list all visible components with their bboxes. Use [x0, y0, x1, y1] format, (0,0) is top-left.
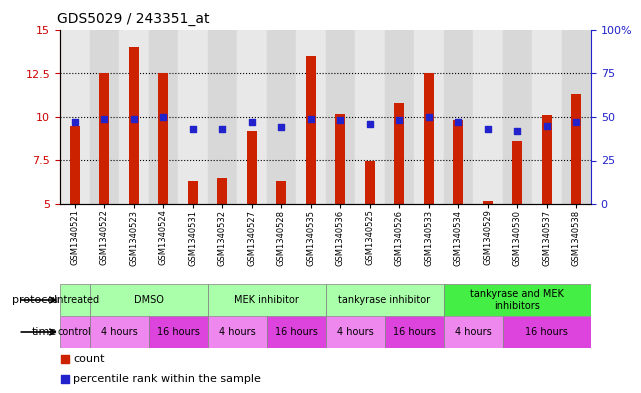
Point: [60, 356, 71, 362]
Bar: [149, 30, 178, 204]
Bar: [188, 182, 198, 204]
Point: [365, 121, 375, 127]
Bar: [355, 30, 385, 204]
Text: 16 hours: 16 hours: [392, 327, 435, 337]
Bar: [208, 284, 326, 316]
Bar: [90, 284, 208, 316]
Text: 16 hours: 16 hours: [526, 327, 568, 337]
Bar: [296, 30, 326, 204]
Point: [571, 119, 581, 125]
Bar: [365, 160, 375, 204]
Bar: [158, 73, 169, 204]
Point: [483, 126, 493, 132]
Bar: [444, 316, 503, 348]
Bar: [414, 30, 444, 204]
Point: [394, 118, 404, 124]
Bar: [542, 115, 552, 204]
Bar: [424, 73, 434, 204]
Text: 4 hours: 4 hours: [337, 327, 373, 337]
Text: tankyrase inhibitor: tankyrase inhibitor: [338, 295, 431, 305]
Bar: [385, 30, 414, 204]
Bar: [267, 30, 296, 204]
Text: MEK inhibitor: MEK inhibitor: [234, 295, 299, 305]
Text: percentile rank within the sample: percentile rank within the sample: [73, 374, 261, 384]
Bar: [99, 73, 110, 204]
Bar: [571, 94, 581, 204]
Point: [542, 123, 552, 129]
Point: [60, 376, 71, 382]
Bar: [267, 316, 326, 348]
Bar: [247, 131, 257, 204]
Text: count: count: [73, 354, 104, 364]
Point: [188, 126, 198, 132]
Bar: [503, 316, 591, 348]
Bar: [385, 316, 444, 348]
Text: protocol: protocol: [12, 295, 57, 305]
Bar: [90, 30, 119, 204]
Text: DMSO: DMSO: [133, 295, 163, 305]
Bar: [326, 316, 385, 348]
Point: [70, 119, 80, 125]
Bar: [208, 30, 237, 204]
Bar: [473, 30, 503, 204]
Point: [335, 118, 345, 124]
Bar: [90, 316, 149, 348]
Bar: [119, 30, 149, 204]
Text: GDS5029 / 243351_at: GDS5029 / 243351_at: [57, 12, 210, 26]
Point: [158, 114, 169, 120]
Text: tankyrase and MEK
inhibitors: tankyrase and MEK inhibitors: [470, 289, 564, 311]
Bar: [237, 30, 267, 204]
Point: [424, 114, 434, 120]
Bar: [335, 114, 345, 204]
Bar: [444, 30, 473, 204]
Bar: [60, 284, 90, 316]
Bar: [394, 103, 404, 204]
Text: 16 hours: 16 hours: [274, 327, 317, 337]
Bar: [149, 316, 208, 348]
Point: [217, 126, 228, 132]
Bar: [512, 141, 522, 204]
Point: [129, 116, 139, 122]
Bar: [562, 30, 591, 204]
Bar: [326, 284, 444, 316]
Bar: [276, 182, 287, 204]
Bar: [217, 178, 228, 204]
Bar: [129, 48, 139, 204]
Bar: [444, 284, 591, 316]
Bar: [306, 56, 316, 204]
Bar: [483, 200, 493, 204]
Bar: [208, 316, 267, 348]
Text: 4 hours: 4 hours: [101, 327, 137, 337]
Text: control: control: [58, 327, 92, 337]
Bar: [70, 126, 80, 204]
Bar: [326, 30, 355, 204]
Point: [453, 119, 463, 125]
Bar: [60, 30, 90, 204]
Text: 16 hours: 16 hours: [156, 327, 199, 337]
Bar: [532, 30, 562, 204]
Bar: [503, 30, 532, 204]
Point: [99, 116, 110, 122]
Text: 4 hours: 4 hours: [219, 327, 255, 337]
Bar: [453, 121, 463, 204]
Bar: [60, 316, 90, 348]
Text: untreated: untreated: [51, 295, 99, 305]
Text: time: time: [31, 327, 57, 337]
Point: [306, 116, 316, 122]
Point: [512, 128, 522, 134]
Point: [276, 124, 287, 130]
Point: [247, 119, 257, 125]
Bar: [178, 30, 208, 204]
Text: 4 hours: 4 hours: [454, 327, 492, 337]
